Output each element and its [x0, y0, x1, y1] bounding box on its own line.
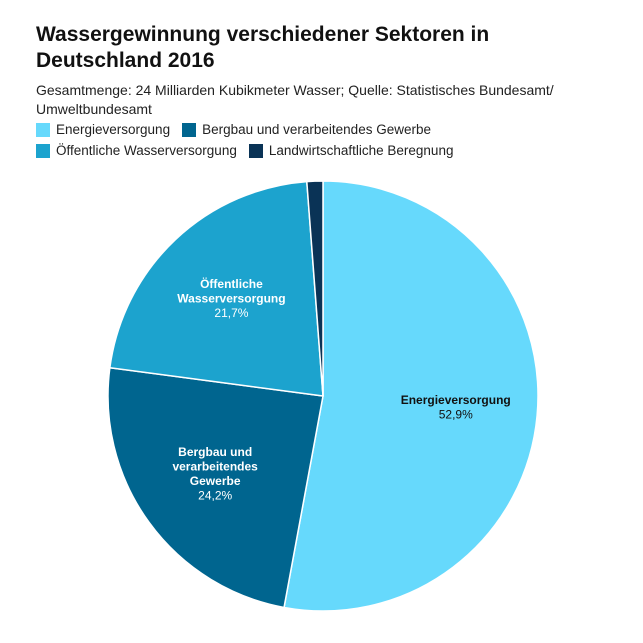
pie-slice — [306, 180, 324, 397]
legend-label: Bergbau und verarbeitendes Gewerbe — [202, 122, 431, 137]
slice-name-label: Bergbau und — [178, 445, 252, 459]
legend-swatch — [182, 123, 197, 137]
legend-item: Öffentliche Wasserversorgung — [36, 143, 237, 159]
legend-label: Energieversorgung — [56, 122, 171, 137]
legend-swatch — [248, 144, 263, 158]
legend-swatch — [36, 123, 50, 137]
slice-name-label: Energieversorgung — [401, 393, 511, 407]
pie-slice — [107, 366, 324, 609]
legend-item: Bergbau und verarbeitendes Gewerbe — [182, 122, 431, 138]
slice-name-label: Öffentliche — [200, 276, 263, 291]
legend-item: Energieversorgung — [36, 122, 170, 138]
slice-value-label: 21,7% — [214, 306, 248, 320]
chart-subtitle: Gesamtmenge: 24 Milliarden Kubikmeter Wa… — [36, 82, 554, 117]
legend-label: Landwirtschaftliche Beregnung — [268, 143, 454, 158]
slice-value-label: 52,9% — [439, 408, 473, 422]
slice-name-label: Gewerbe — [190, 474, 241, 488]
pie-slice — [283, 180, 539, 612]
legend-item: Landwirtschaftliche Beregnung — [248, 143, 454, 159]
legend-label: Öffentliche Wasserversorgung — [56, 143, 237, 158]
slice-name-label: Wasserversorgung — [177, 291, 285, 305]
legend-swatch — [36, 144, 50, 158]
slice-name-label: verarbeitendes — [172, 459, 258, 473]
chart-legend: Energieversorgung Bergbau und verarbeiten… — [36, 122, 626, 159]
pie-slice — [109, 180, 324, 397]
chart-title: Wassergewinnung verschiedener Sektoren i… — [36, 23, 490, 72]
slice-value-label: 24,2% — [198, 488, 232, 502]
